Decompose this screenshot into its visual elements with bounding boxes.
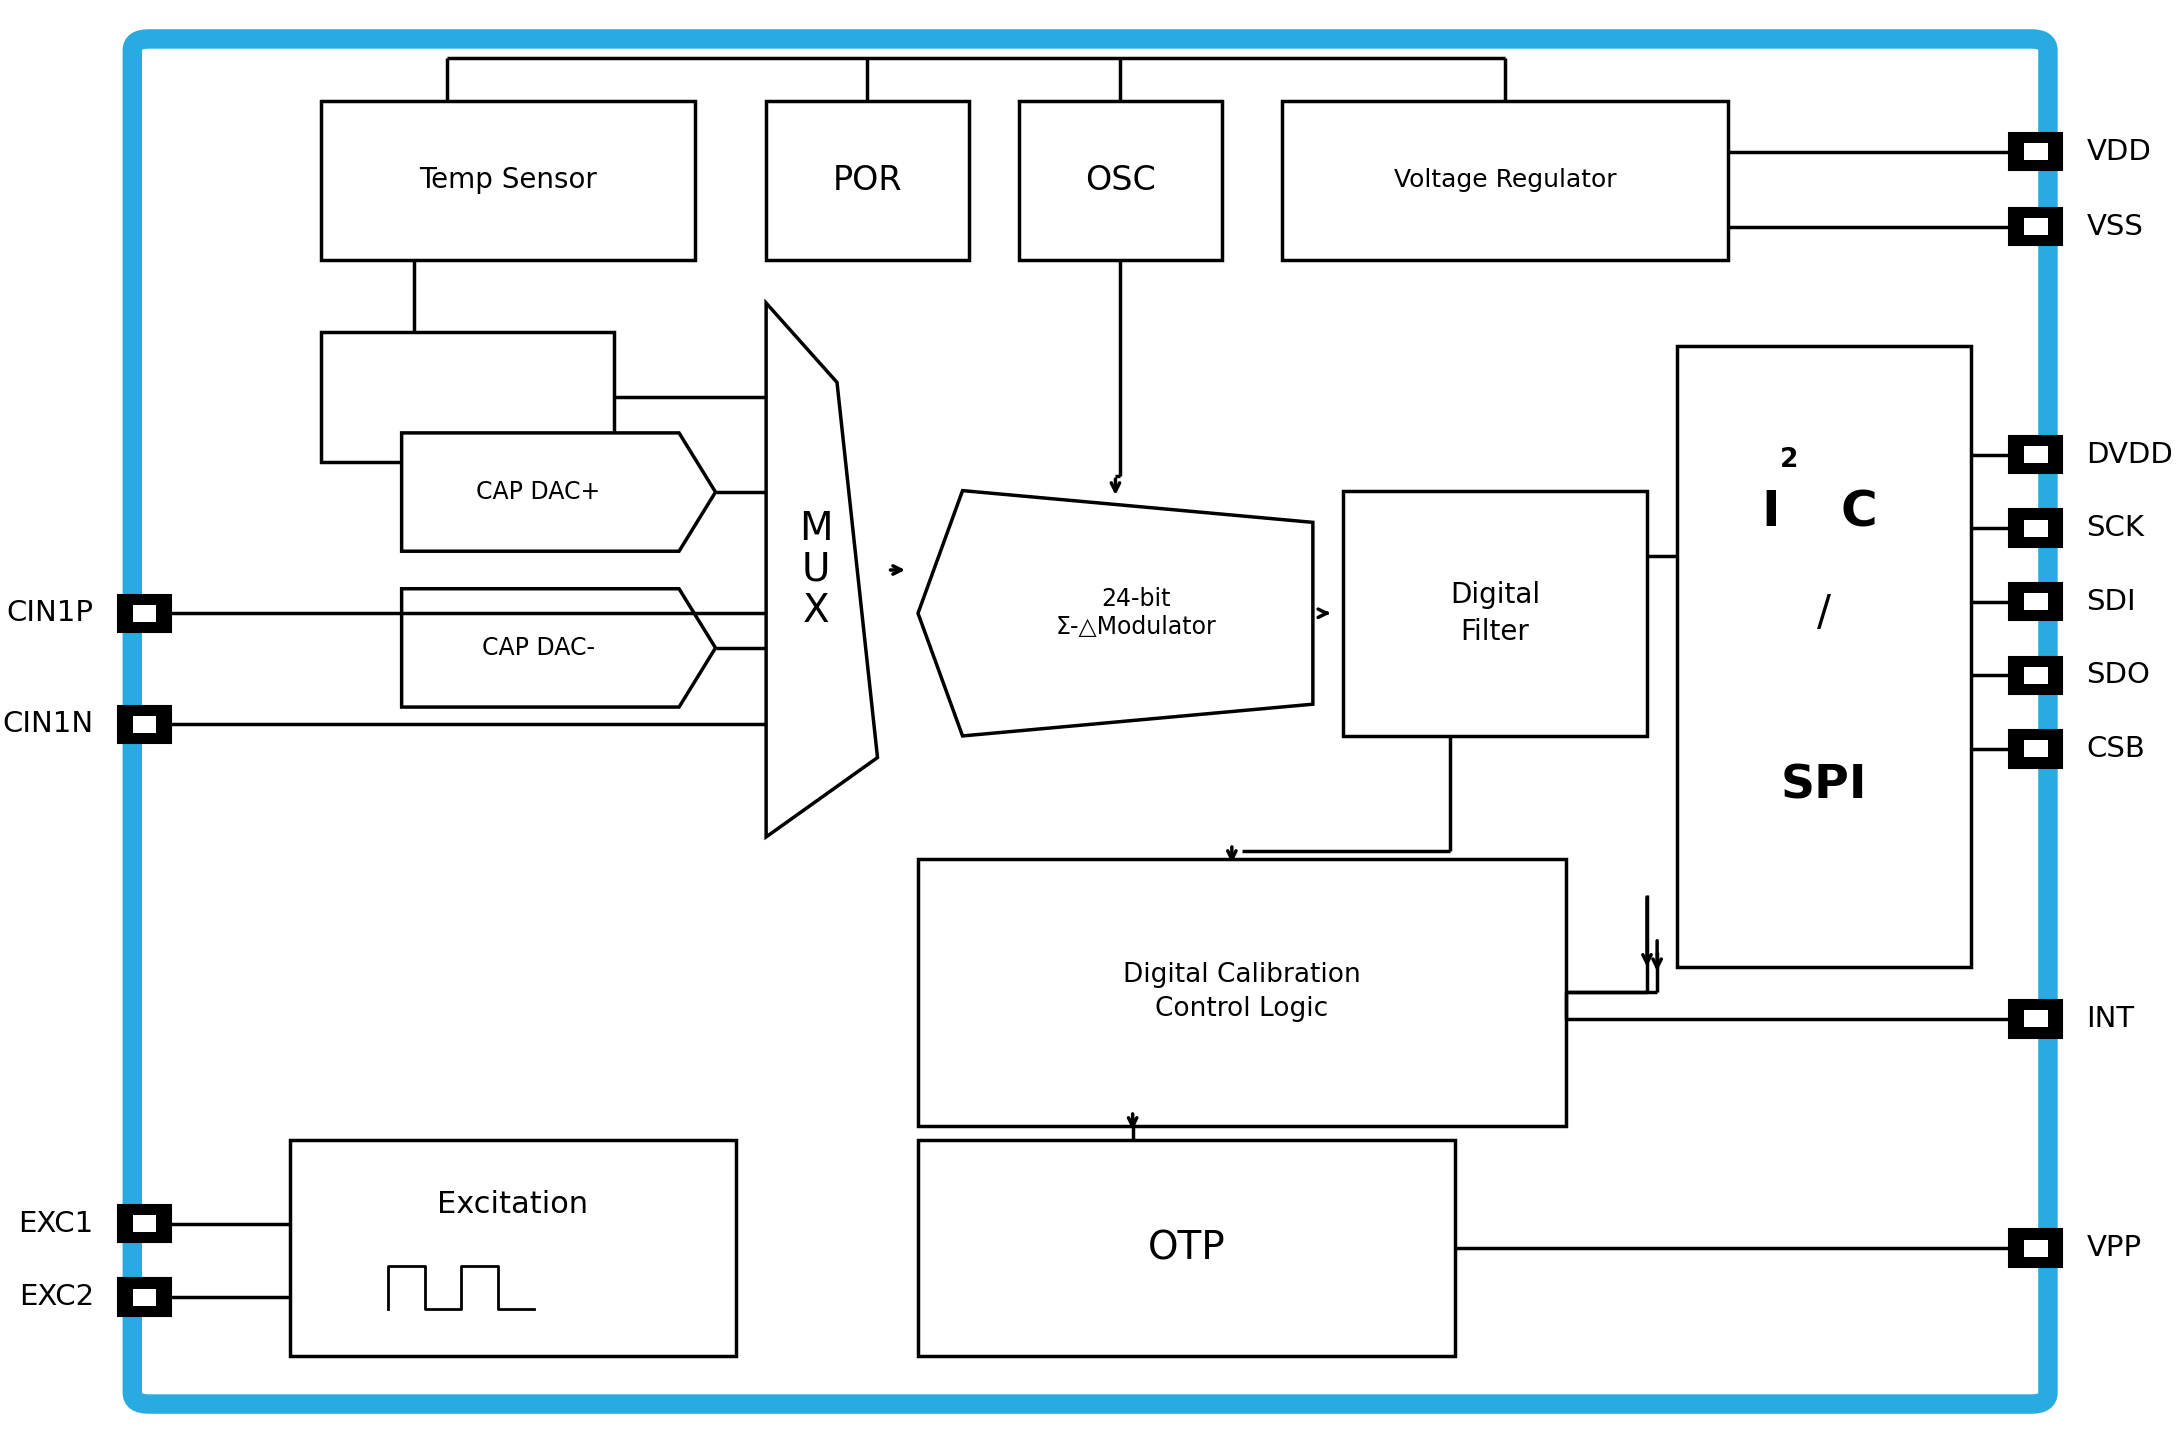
Bar: [2024, 740, 2048, 758]
Text: CAP DAC+: CAP DAC+: [477, 481, 601, 504]
Bar: [118, 706, 170, 743]
Text: SCK: SCK: [2087, 514, 2143, 543]
Text: INT: INT: [2087, 1004, 2135, 1033]
Text: SDI: SDI: [2087, 587, 2137, 616]
Text: M
U
X: M U X: [799, 509, 833, 631]
Text: 24-bit
Σ-△Modulator: 24-bit Σ-△Modulator: [1055, 587, 1216, 639]
Polygon shape: [403, 589, 716, 707]
Bar: [133, 1215, 157, 1232]
Text: /: /: [1817, 592, 1832, 635]
Bar: [2008, 657, 2063, 694]
Bar: [2024, 1240, 2048, 1257]
Polygon shape: [918, 491, 1312, 736]
Text: CSB: CSB: [2087, 734, 2146, 763]
Polygon shape: [403, 433, 716, 551]
Bar: [2008, 436, 2063, 473]
Text: OSC: OSC: [1086, 165, 1155, 196]
Bar: [2008, 730, 2063, 768]
Bar: [2008, 133, 2063, 170]
Text: POR: POR: [833, 165, 903, 196]
Text: EXC1: EXC1: [20, 1209, 94, 1238]
Text: VSS: VSS: [2087, 212, 2143, 241]
Bar: [2008, 1229, 2063, 1267]
Text: CIN1N: CIN1N: [2, 710, 94, 739]
Bar: [2024, 218, 2048, 235]
Bar: [320, 332, 614, 462]
Text: Digital Calibration
Control Logic: Digital Calibration Control Logic: [1123, 962, 1360, 1022]
Text: I: I: [1760, 488, 1780, 537]
Text: Temp Sensor: Temp Sensor: [420, 166, 596, 195]
Bar: [1282, 101, 1728, 260]
Text: Digital
Filter: Digital Filter: [1449, 582, 1541, 645]
Bar: [2024, 143, 2048, 160]
Bar: [2024, 446, 2048, 463]
Text: CAP DAC-: CAP DAC-: [481, 636, 594, 659]
Bar: [289, 1140, 735, 1356]
Bar: [918, 1140, 1454, 1356]
Bar: [118, 1278, 170, 1316]
Bar: [2008, 509, 2063, 547]
Text: 2: 2: [1780, 447, 1797, 473]
Bar: [133, 605, 157, 622]
Text: VPP: VPP: [2087, 1234, 2141, 1263]
Bar: [766, 101, 968, 260]
Bar: [320, 101, 696, 260]
Bar: [2024, 519, 2048, 537]
Bar: [918, 859, 1567, 1126]
Bar: [2008, 208, 2063, 245]
Bar: [118, 595, 170, 632]
Text: OTP: OTP: [1147, 1229, 1225, 1267]
Bar: [1343, 491, 1647, 736]
Polygon shape: [766, 303, 877, 837]
Text: CIN1P: CIN1P: [7, 599, 94, 628]
Bar: [1678, 346, 1971, 967]
FancyBboxPatch shape: [133, 39, 2048, 1404]
Text: VDD: VDD: [2087, 137, 2152, 166]
Text: SDO: SDO: [2087, 661, 2150, 690]
Text: Voltage Regulator: Voltage Regulator: [1395, 169, 1617, 192]
Text: C: C: [1841, 488, 1878, 537]
Text: SPI: SPI: [1780, 763, 1867, 810]
Bar: [2008, 1000, 2063, 1038]
Bar: [2024, 667, 2048, 684]
Bar: [2024, 1010, 2048, 1027]
Bar: [2008, 583, 2063, 620]
Bar: [133, 1289, 157, 1306]
Bar: [133, 716, 157, 733]
Text: Excitation: Excitation: [437, 1190, 588, 1219]
Text: EXC2: EXC2: [20, 1283, 94, 1312]
Bar: [118, 1205, 170, 1242]
Text: DVDD: DVDD: [2087, 440, 2174, 469]
Bar: [2024, 593, 2048, 610]
Bar: [1018, 101, 1221, 260]
